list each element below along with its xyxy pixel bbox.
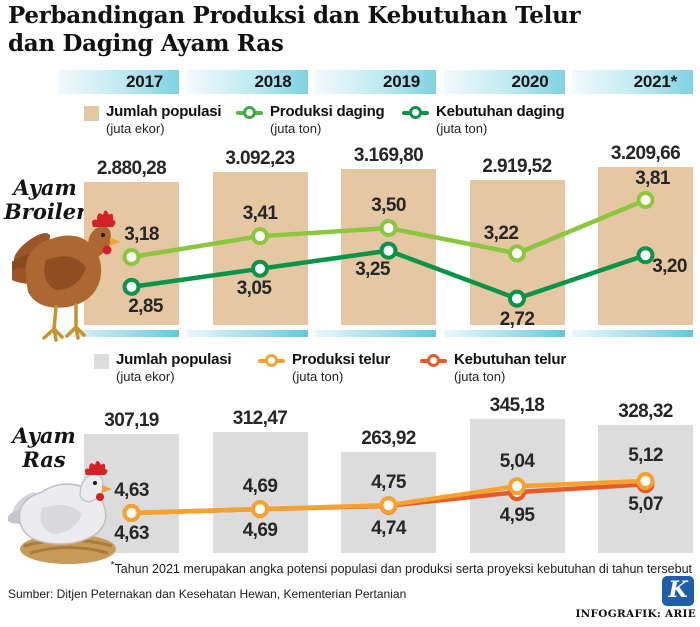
bar-value-label: 307,19 [104,410,159,431]
legend-item-kebutuhan-telur: Kebutuhan telur (juta ton) [420,351,566,385]
point-value-label: 4,74 [371,517,406,539]
bar-value-label: 345,18 [489,394,545,416]
line-marker-icon [258,353,285,369]
line-marker-icon [420,353,447,369]
year-header-cell: 2017 [58,70,179,94]
legend-item-kebutuhan-daging: Kebutuhan daging (juta ton) [402,103,565,137]
legend-label: Kebutuhan daging [436,103,565,120]
divider-segment [315,330,436,337]
layer-hen-illustration [8,461,116,564]
line-marker-icon [402,105,429,121]
point-value-label: 4,63 [114,480,149,501]
legend-unit: (juta ton) [270,120,322,136]
year-header-cell: 2018 [186,70,308,94]
year-header-cell: 2020 [443,70,565,94]
divider-segment [186,330,308,337]
legend-label: Kebutuhan telur [454,351,566,368]
footnote: *Tahun 2021 merupakan angka potensi popu… [110,560,692,577]
legend-unit: (juta ton) [436,120,488,136]
title-line-2: dan Daging Ayam Ras [8,30,284,58]
title-line-1: Perbandingan Produksi dan Kebutuhan Telu… [8,2,581,29]
legend-item-produksi-telur: Produksi telur (juta ton) [258,351,391,385]
legend-unit: (juta ton) [454,368,506,384]
point-value-label: 3,20 [652,256,687,278]
bar-value-label: 2.919,52 [482,156,552,178]
population-swatch-icon [84,106,99,121]
population-bar [598,167,693,325]
population-bar [341,168,436,325]
point-value-label: 5,04 [499,451,535,473]
year-header-cell: 2019 [315,70,436,94]
point-value-label: 3,81 [635,167,670,189]
point-value-label: 3,22 [483,223,519,245]
divider-segment [58,330,179,337]
population-bar [469,180,565,325]
point-value-label: 3,05 [236,277,272,299]
population-bar [469,418,565,553]
legend-unit: (juta ton) [292,368,344,384]
section-label-ayam-ras: Ayam Ras [12,423,76,473]
bar-value-label: 328,32 [618,401,673,423]
divider-segment [443,330,565,337]
bar-value-label: 3.092,23 [225,148,295,170]
divider-segment [572,330,693,337]
year-header-cell: 2021* [572,70,693,94]
point-value-label: 4,75 [371,472,406,494]
legend-unit: (juta ekor) [106,120,165,136]
legend-item-populasi-ras: Jumlah populasi (juta ekor) [94,351,232,385]
point-value-label: 3,25 [355,258,390,280]
population-swatch-icon [94,354,109,369]
section-label-ayam-broiler: Ayam Broiler [4,175,88,225]
legend-label: Jumlah populasi [116,351,232,368]
point-value-label: 3,50 [371,195,406,217]
point-value-label: 4,63 [114,523,149,544]
point-value-label: 4,69 [242,520,278,542]
bar-value-label: 2.880,28 [96,158,167,179]
point-value-label: 2,72 [499,308,535,330]
infographic-credit: INFOGRAFIK: ARIE [575,608,696,620]
footnote-asterisk: * [110,560,115,571]
legend-unit: (juta ekor) [116,368,175,384]
page-title: Perbandingan Produksi dan Kebutuhan Telu… [8,2,581,58]
line-marker-icon [236,105,263,121]
bar-value-label: 312,47 [232,407,288,429]
legend-label: Produksi telur [292,351,391,368]
point-value-label: 2,85 [128,295,163,317]
bar-value-label: 3.169,80 [353,144,424,166]
point-value-label: 3,18 [124,224,159,245]
bar-value-label: 263,92 [361,427,416,449]
bar-value-label: 3.209,66 [610,143,681,164]
population-bar [212,172,308,325]
source-line: Sumber: Ditjen Peternakan dan Kesehatan … [8,587,407,601]
point-value-label: 5,07 [628,494,663,516]
legend-label: Produksi daging [270,103,385,120]
point-value-label: 4,69 [242,476,278,498]
broiler-chicken-illustration [12,210,120,342]
legend-label: Jumlah populasi [106,103,222,120]
legend-item-produksi-daging: Produksi daging (juta ton) [236,103,385,137]
kompas-logo: K [662,576,694,606]
point-value-label: 4,95 [499,505,535,527]
point-value-label: 3,41 [242,203,278,225]
point-value-label: 5,12 [628,445,663,466]
legend-item-populasi-broiler: Jumlah populasi (juta ekor) [84,103,222,137]
